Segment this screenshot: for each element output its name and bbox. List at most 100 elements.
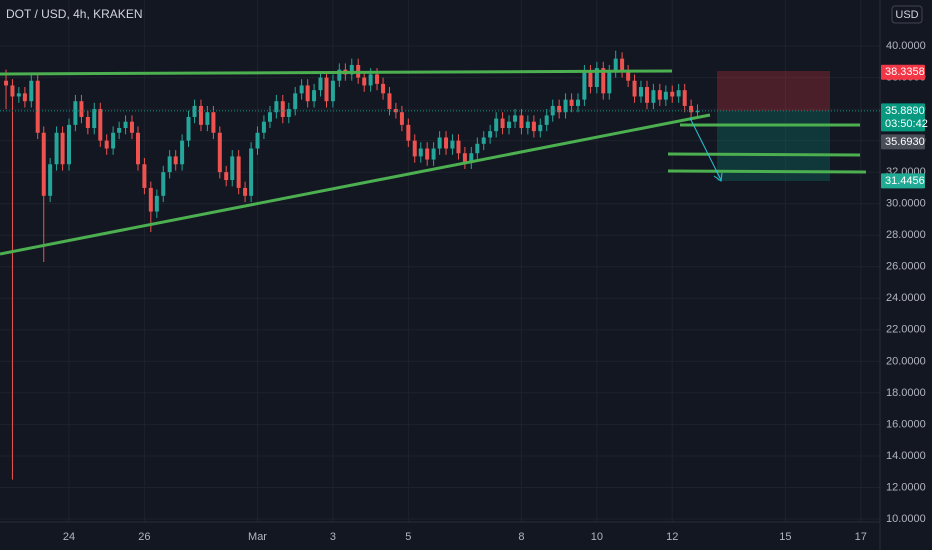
price-label-bg <box>881 103 925 132</box>
candle-body <box>632 80 637 97</box>
candle-body <box>557 105 562 113</box>
price-label: 35.6930 <box>885 136 925 148</box>
candle-body <box>54 132 59 165</box>
candle-body <box>123 121 128 129</box>
candle-body <box>79 101 84 117</box>
countdown: 03:50:42 <box>885 118 928 130</box>
candle-body <box>393 109 398 113</box>
candle-body <box>318 77 323 91</box>
candle-body <box>249 148 254 196</box>
candle-body <box>375 74 380 84</box>
trend-line <box>0 69 673 76</box>
candle-body <box>519 115 524 129</box>
candle-body <box>676 90 681 97</box>
y-tick-label: 12.0000 <box>886 481 926 493</box>
candle-body <box>135 132 140 165</box>
y-tick-label: 22.0000 <box>886 324 926 336</box>
candle-body <box>481 137 486 144</box>
candle-body <box>381 83 386 94</box>
candle-body <box>349 64 354 75</box>
candle-body <box>607 71 612 94</box>
y-tick-label: 30.0000 <box>886 198 926 210</box>
candle-body <box>601 68 606 94</box>
candle-body <box>299 85 304 94</box>
candle-body <box>531 121 536 132</box>
y-tick-label: 24.0000 <box>886 292 926 304</box>
candle-body <box>651 90 656 103</box>
currency-badge[interactable] <box>891 5 923 24</box>
candle-body <box>513 115 518 122</box>
candle-body <box>243 187 248 196</box>
candle-body <box>575 99 580 106</box>
candle-body <box>29 80 34 102</box>
candle-body <box>368 74 373 86</box>
candle-body <box>192 105 197 117</box>
price-label-bg <box>881 173 925 189</box>
candle-body <box>488 131 493 138</box>
candle-body <box>689 105 694 113</box>
candle-body <box>305 85 310 102</box>
candle-body <box>167 156 172 173</box>
price-label: 35.8890 <box>885 105 925 117</box>
candle-body <box>594 68 599 88</box>
y-tick-label: 28.0000 <box>886 229 926 241</box>
level-line <box>667 169 867 174</box>
candle-body <box>406 124 411 141</box>
x-tick-label: 5 <box>405 531 411 543</box>
candle-body <box>626 71 631 81</box>
candle-body <box>205 112 210 125</box>
candle-body <box>236 156 241 188</box>
candle-body <box>111 132 116 149</box>
candle-body <box>437 137 442 149</box>
candle-body <box>569 99 574 106</box>
candle-body <box>544 115 549 125</box>
candle-body <box>450 140 455 149</box>
candle-body <box>682 90 687 106</box>
candle-body <box>588 71 593 88</box>
y-tick-label: 26.0000 <box>886 261 926 273</box>
candle-body <box>48 164 53 196</box>
candle-body <box>444 137 449 149</box>
candle-body <box>506 121 511 129</box>
candle-body <box>418 148 423 157</box>
candle-body <box>280 101 285 117</box>
stop-zone <box>717 71 830 111</box>
price-label-bg <box>881 64 925 80</box>
candle-body <box>92 109 97 129</box>
x-tick-label: 15 <box>779 531 791 543</box>
candle-body <box>362 77 367 86</box>
candle-body <box>399 112 404 125</box>
candle-body <box>286 109 291 117</box>
candle-body <box>16 93 21 97</box>
grid <box>0 0 880 522</box>
candle-body <box>35 80 40 133</box>
x-tick-label: 3 <box>330 531 336 543</box>
candle-body <box>312 90 317 102</box>
drawings <box>0 69 867 256</box>
candle-body <box>494 118 499 132</box>
candle-body <box>148 187 153 212</box>
arrow <box>689 117 722 181</box>
price-label: 31.4456 <box>885 175 925 187</box>
candle-body <box>224 172 229 181</box>
y-tick-label: 18.0000 <box>886 387 926 399</box>
candle-body <box>620 58 625 72</box>
y-tick-label: 40.0000 <box>886 40 926 52</box>
candle-body <box>117 128 122 133</box>
candle-body <box>293 93 298 110</box>
candle-body <box>456 140 461 154</box>
candle-body <box>10 85 15 97</box>
candle-body <box>255 132 260 149</box>
candle-body <box>22 93 27 102</box>
trend-line <box>0 113 711 256</box>
axis-labels: 10.0000 12.0000 14.0000 16.0000 18.0000 20.00… <box>0 40 928 543</box>
candle-body <box>663 91 668 100</box>
candle-body <box>261 121 266 133</box>
chart-title: DOT / USD, 4h, KRAKEN <box>6 7 142 21</box>
arrow-head <box>713 172 723 182</box>
x-tick-label: 26 <box>138 531 150 543</box>
candle-body <box>274 101 279 113</box>
candle-body <box>104 140 109 149</box>
currency[interactable]: USD <box>895 9 918 21</box>
